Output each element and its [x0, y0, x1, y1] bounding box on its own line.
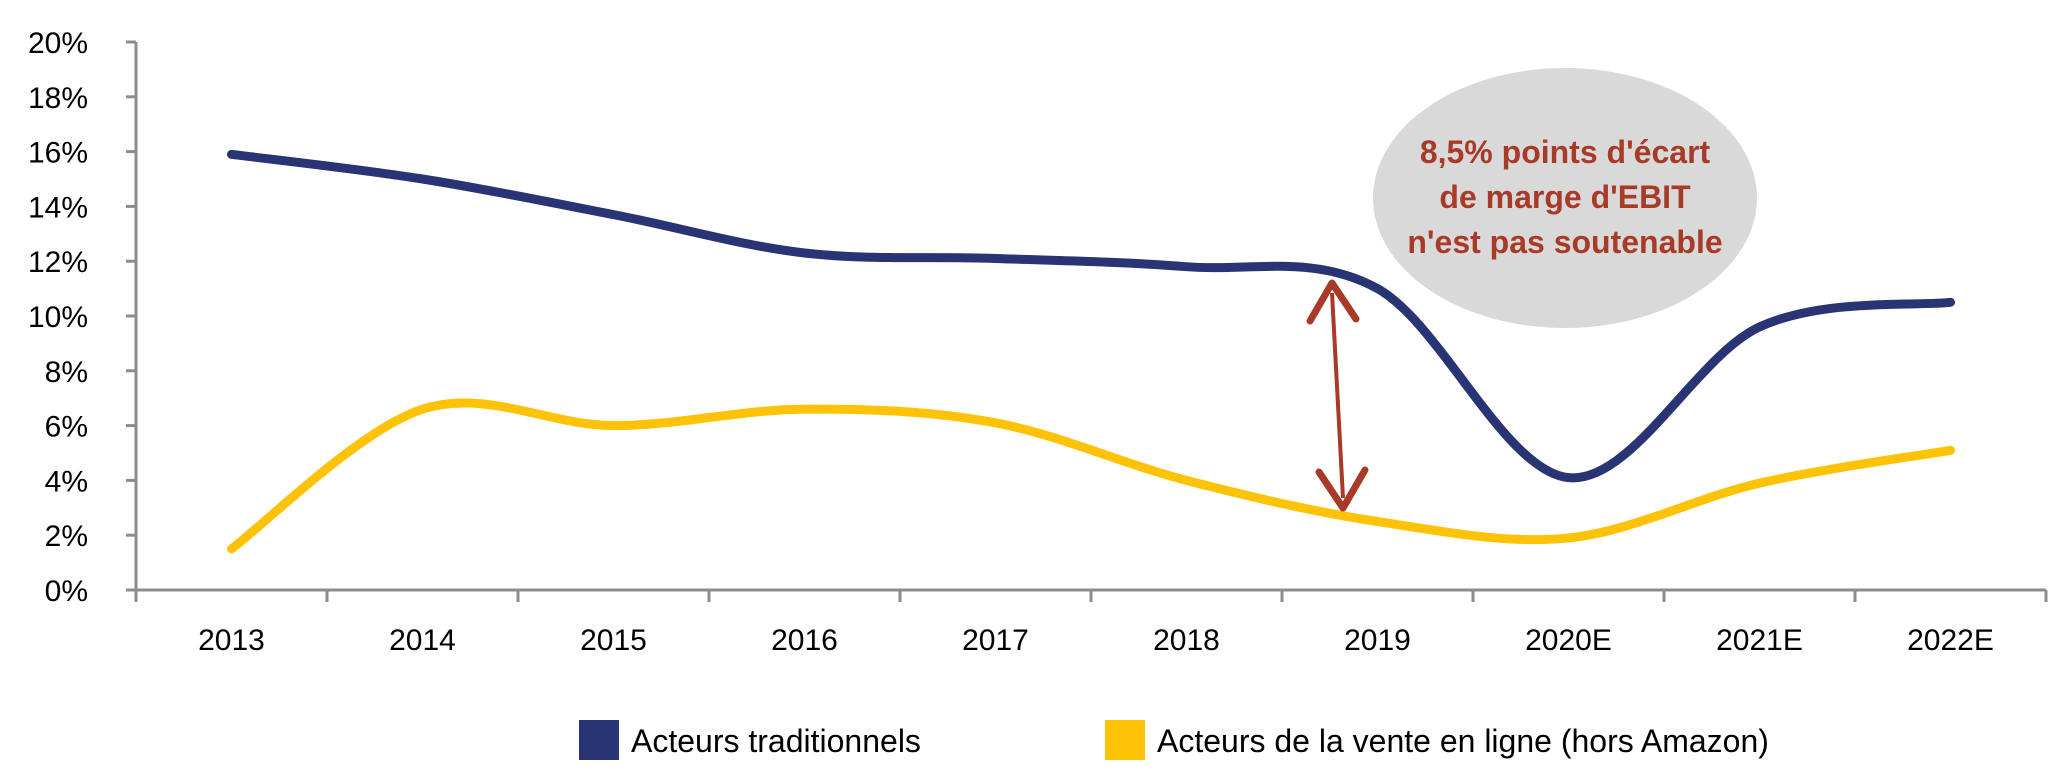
series-0-point-9 — [1950, 302, 1951, 303]
series-0-point-8 — [1759, 326, 1760, 327]
y-tick-label: 6% — [45, 411, 88, 444]
annotation-bubble — [1373, 68, 1757, 328]
gap-arrow-shaft — [1330, 292, 1345, 499]
series-1-point-9 — [1950, 450, 1951, 451]
gap-arrow-head-top — [1306, 279, 1360, 325]
x-tick-label: 2019 — [1344, 624, 1411, 657]
y-tick-label: 14% — [28, 191, 88, 224]
x-tick-label: 2017 — [962, 624, 1029, 657]
x-tick-label: 2014 — [389, 624, 456, 657]
series-0-point-1 — [422, 179, 423, 180]
series-1-point-8 — [1759, 483, 1760, 484]
y-tick-label: 4% — [45, 465, 88, 498]
y-tick-label: 20% — [28, 27, 88, 60]
y-tick-label: 0% — [45, 575, 88, 608]
series-1-point-6 — [1377, 521, 1378, 522]
series-0-point-2 — [613, 214, 614, 215]
gap-arrow — [1306, 279, 1369, 512]
legend-swatch-vente-en-ligne — [1105, 720, 1145, 760]
series-1-point-7 — [1568, 537, 1569, 538]
x-tick-label: 2013 — [198, 624, 265, 657]
x-tick-label: 2015 — [580, 624, 647, 657]
legend: Acteurs traditionnels Acteurs de la vent… — [579, 720, 1769, 760]
x-tick-label: 2021E — [1716, 624, 1803, 657]
y-tick-label: 16% — [28, 137, 88, 170]
x-tick-label: 2022E — [1907, 624, 1994, 657]
annotation-line-3: n'est pas soutenable — [1407, 224, 1722, 260]
series-1-point-3 — [804, 409, 805, 410]
series-layer — [227, 149, 1955, 554]
series-line-0 — [227, 149, 1955, 483]
legend-label-vente-en-ligne: Acteurs de la vente en ligne (hors Amazo… — [1157, 723, 1769, 759]
series-1-point-2 — [613, 425, 614, 426]
legend-label-traditionnels: Acteurs traditionnels — [631, 723, 921, 759]
y-tick-label: 8% — [45, 356, 88, 389]
series-0-point-3 — [804, 252, 805, 253]
series-line-1 — [227, 398, 1955, 554]
series-1-point-5 — [1186, 480, 1187, 481]
gap-arrow-head-bottom — [1315, 466, 1369, 512]
y-tick-label: 10% — [28, 301, 88, 334]
y-tick-label: 12% — [28, 246, 88, 279]
annotation: 8,5% points d'écart de marge d'EBIT n'es… — [1373, 68, 1757, 328]
y-tick-label: 18% — [28, 82, 88, 115]
series-0-point-7 — [1568, 477, 1569, 478]
series-0-point-5 — [1186, 266, 1187, 267]
series-1-point-4 — [995, 422, 996, 423]
x-axis: 2013 2014 2015 2016 2017 2018 2019 2020E 2021E 20… — [126, 588, 2048, 657]
series-0-point-0 — [231, 154, 232, 155]
legend-swatch-traditionnels — [579, 720, 619, 760]
annotation-line-2: de marge d'EBIT — [1439, 179, 1691, 215]
x-tick-label: 2018 — [1153, 624, 1220, 657]
x-tick-label: 2020E — [1525, 624, 1612, 657]
annotation-line-1: 8,5% points d'écart — [1420, 134, 1711, 170]
y-tick-label: 2% — [45, 520, 88, 553]
series-0-point-4 — [995, 258, 996, 259]
series-1-point-1 — [422, 409, 423, 410]
x-tick-label: 2016 — [771, 624, 838, 657]
series-1-point-0 — [231, 548, 232, 549]
y-axis: 0% 2% 4% 6% 8% 10% 12% 14% 16% 18% 20% — [28, 27, 138, 608]
series-0-point-6 — [1377, 288, 1378, 289]
